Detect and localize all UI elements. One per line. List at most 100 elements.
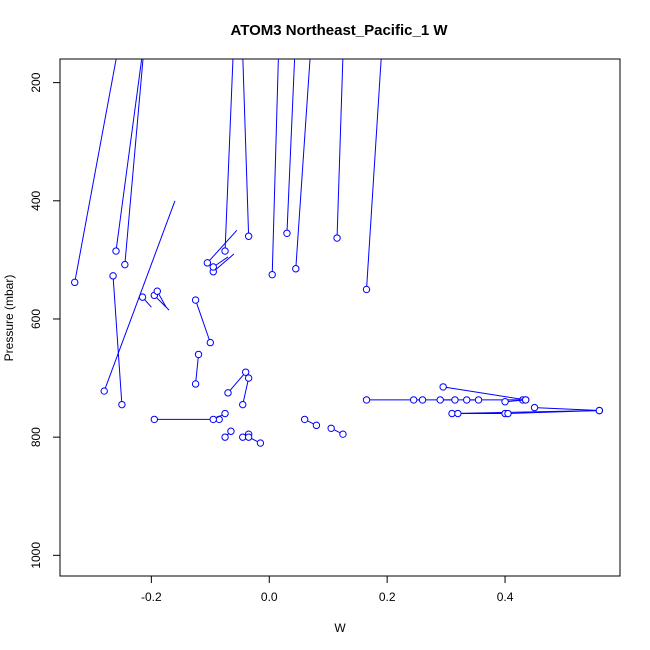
data-point (256, 439, 265, 447)
series-24 (209, 409, 229, 424)
series-27 (244, 433, 265, 447)
data-point (268, 270, 276, 279)
series-33 (463, 396, 483, 404)
y-tick-label: 1000 (29, 542, 43, 569)
data-point (436, 396, 444, 404)
data-point (312, 421, 321, 430)
y-tick-label: 200 (29, 72, 43, 92)
data-point (292, 265, 300, 273)
series-36 (448, 406, 604, 418)
series-line (212, 253, 235, 273)
series-35 (439, 383, 530, 404)
y-axis: 200 400 600 800 1000 (29, 72, 61, 569)
data-point (362, 396, 371, 404)
y-tick-label: 600 (29, 309, 43, 329)
data-point (244, 232, 253, 240)
data-point (203, 259, 212, 267)
data-point (451, 396, 459, 404)
data-point (112, 247, 120, 255)
series-31 (409, 396, 427, 404)
data-point (221, 247, 229, 255)
data-point (333, 234, 341, 242)
data-point (300, 415, 309, 424)
data-point (221, 409, 229, 418)
data-point (191, 296, 200, 304)
series-line (286, 59, 296, 234)
data-point (504, 409, 512, 418)
series-32 (436, 396, 459, 404)
data-point (150, 415, 159, 424)
series-1 (71, 59, 117, 287)
series-28 (300, 415, 321, 430)
series-6 (138, 293, 152, 308)
data-point (439, 383, 447, 391)
series-line (295, 59, 311, 269)
chart-title: ATOM3 Northeast_Pacific_1 W (230, 22, 448, 39)
series-line (443, 386, 526, 401)
data-point (153, 287, 161, 295)
series-line (271, 59, 279, 275)
series-29 (327, 424, 347, 438)
series-9 (191, 296, 215, 347)
x-axis-label: W (334, 621, 346, 635)
data-point (530, 403, 539, 412)
data-point (241, 368, 250, 376)
series-7 (150, 291, 170, 311)
data-point (239, 400, 247, 409)
data-point (138, 293, 147, 301)
data-point (521, 396, 530, 404)
data-point (221, 433, 229, 441)
series-3 (112, 59, 143, 255)
data-point (118, 400, 126, 409)
data-point (224, 389, 232, 397)
series-8 (153, 287, 167, 308)
x-tick-label: 0.0 (261, 590, 278, 604)
series-line (366, 59, 382, 290)
series-20 (292, 59, 311, 273)
series-13 (209, 256, 229, 271)
series-line (195, 354, 200, 385)
data-point (209, 415, 217, 424)
data-point (244, 433, 253, 441)
series-5 (121, 59, 144, 269)
y-tick-label: 800 (29, 427, 43, 447)
data-point (100, 387, 108, 395)
plot-area (71, 59, 604, 447)
data-point (209, 263, 217, 271)
series-line (242, 59, 250, 237)
data-point (109, 272, 117, 280)
series-2 (100, 200, 176, 395)
series-17 (239, 374, 253, 409)
series-line (242, 377, 250, 405)
series-14 (221, 59, 234, 255)
series-39 (530, 403, 604, 415)
data-point (339, 430, 347, 438)
data-point (244, 374, 253, 382)
series-4 (109, 272, 126, 409)
series-21 (333, 59, 344, 242)
data-point (227, 427, 235, 435)
series-line (224, 59, 234, 252)
y-axis-label: Pressure (mbar) (2, 275, 16, 362)
series-line (206, 230, 238, 264)
data-point (362, 285, 371, 294)
series-19 (283, 59, 296, 238)
data-point (194, 350, 203, 359)
x-axis: -0.2 0.0 0.2 0.4 (141, 575, 514, 604)
series-15 (242, 59, 253, 240)
data-point (595, 406, 604, 415)
x-tick-label: 0.2 (379, 590, 396, 604)
y-tick-label: 400 (29, 190, 43, 210)
data-point (206, 338, 215, 347)
data-point (454, 409, 462, 418)
series-10 (191, 350, 203, 388)
x-tick-label: 0.4 (497, 590, 514, 604)
series-18 (268, 59, 279, 279)
series-line (112, 275, 123, 405)
data-point (418, 396, 427, 404)
data-point (501, 397, 509, 406)
data-point (409, 396, 418, 404)
data-point (327, 424, 335, 432)
series-line (227, 371, 247, 394)
data-point (71, 278, 79, 287)
